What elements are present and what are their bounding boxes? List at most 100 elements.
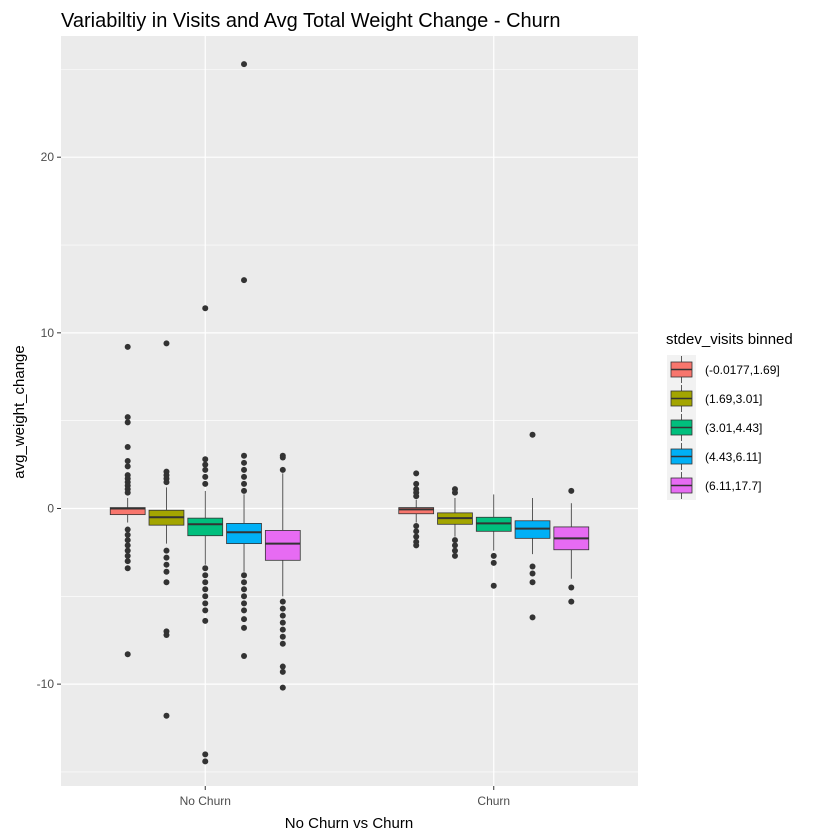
outlier-point: [202, 565, 209, 572]
outlier-point: [568, 487, 575, 494]
outlier-point: [163, 579, 170, 586]
legend-item: (-0.0177,1.69]: [667, 355, 780, 384]
outlier-point: [202, 572, 209, 579]
y-tick-label: -10: [37, 677, 55, 691]
outlier-point: [202, 607, 209, 614]
y-axis-ticks: -10 0 10 20: [37, 150, 61, 691]
outlier-point: [279, 663, 286, 670]
box: [398, 507, 435, 515]
outlier-point: [490, 552, 497, 559]
outlier-point: [413, 533, 420, 540]
legend: stdev_visits binned (-0.0177,1.69] (1.69,…: [666, 331, 793, 500]
outlier-point: [568, 584, 575, 591]
outlier-point: [124, 558, 131, 565]
outlier-point: [568, 598, 575, 605]
outlier-point: [451, 552, 458, 559]
outlier-point: [279, 605, 286, 612]
box-group: [437, 486, 473, 559]
x-axis-ticks: No Churn Churn: [180, 786, 510, 808]
outlier-point: [163, 340, 170, 347]
outlier-point: [163, 554, 170, 561]
outlier-point: [124, 547, 131, 554]
outlier-point: [124, 458, 131, 465]
outlier-point: [241, 487, 248, 494]
legend-label: (-0.0177,1.69]: [705, 363, 780, 377]
outlier-point: [163, 712, 170, 719]
outlier-point: [490, 559, 497, 566]
outlier-point: [279, 619, 286, 626]
outlier-point: [202, 617, 209, 624]
x-tick-label: Churn: [477, 794, 510, 808]
outlier-point: [202, 473, 209, 480]
y-tick-label: 20: [41, 150, 55, 164]
box: [264, 530, 301, 561]
outlier-point: [413, 470, 420, 477]
outlier-point: [241, 616, 248, 623]
outlier-point: [124, 552, 131, 559]
outlier-point: [163, 568, 170, 575]
outlier-point: [124, 414, 131, 421]
outlier-point: [279, 612, 286, 619]
outlier-point: [163, 561, 170, 568]
outlier-point: [241, 586, 248, 593]
outlier-point: [279, 466, 286, 473]
outlier-point: [241, 61, 248, 68]
outlier-point: [279, 454, 286, 461]
outlier-point: [202, 586, 209, 593]
outlier-point: [202, 758, 209, 765]
outlier-point: [124, 531, 131, 538]
outlier-point: [279, 668, 286, 675]
outlier-point: [124, 537, 131, 544]
outlier-point: [202, 751, 209, 758]
legend-label: (6.11,17.7]: [705, 479, 761, 493]
legend-label: (4.43,6.11]: [705, 450, 761, 464]
outlier-point: [163, 547, 170, 554]
legend-label: (3.01,4.43]: [705, 421, 762, 435]
legend-title: stdev_visits binned: [666, 331, 793, 348]
boxes: [109, 61, 590, 765]
outlier-point: [124, 419, 131, 426]
box: [226, 523, 262, 545]
box-group: [264, 452, 301, 691]
outlier-point: [124, 542, 131, 549]
outlier-point: [279, 626, 286, 633]
outlier-point: [241, 452, 248, 459]
outlier-point: [202, 305, 209, 312]
outlier-point: [413, 528, 420, 535]
outlier-point: [279, 633, 286, 640]
outlier-point: [529, 431, 536, 438]
outlier-point: [241, 459, 248, 466]
box-group: [553, 487, 590, 605]
y-tick-label: 0: [47, 501, 54, 515]
outlier-point: [241, 653, 248, 660]
outlier-point: [279, 684, 286, 691]
outlier-point: [241, 473, 248, 480]
outlier-point: [451, 542, 458, 549]
box-group: [398, 470, 435, 549]
y-axis-title: avg_weight_change: [11, 345, 28, 478]
outlier-point: [241, 624, 248, 631]
outlier-point: [413, 523, 420, 530]
outlier-point: [529, 570, 536, 577]
outlier-point: [490, 582, 497, 589]
chart-title: Variabiltiy in Visits and Avg Total Weig…: [61, 10, 561, 32]
box-group: [187, 305, 224, 765]
outlier-point: [202, 456, 209, 463]
outlier-point: [124, 565, 131, 572]
outlier-point: [124, 343, 131, 350]
outlier-point: [529, 614, 536, 621]
outlier-point: [241, 607, 248, 614]
outlier-point: [202, 480, 209, 487]
plot-panel: [61, 36, 638, 786]
outlier-point: [124, 444, 131, 451]
outlier-point: [413, 480, 420, 487]
outlier-point: [451, 537, 458, 544]
outlier-point: [413, 542, 420, 549]
outlier-point: [163, 479, 170, 486]
box-group: [148, 340, 185, 719]
outlier-point: [279, 598, 286, 605]
outlier-point: [241, 277, 248, 284]
outlier-point: [124, 463, 131, 470]
outlier-point: [241, 600, 248, 607]
